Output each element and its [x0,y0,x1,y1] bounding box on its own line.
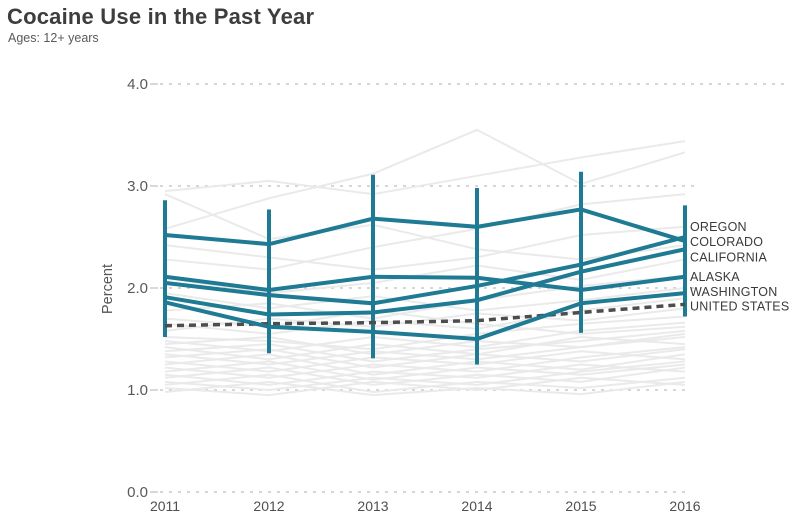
series-line-oregon[interactable] [164,235,686,306]
x-tick-label-2013: 2013 [357,498,388,514]
chart-header: Cocaine Use in the Past Year Ages: 12+ y… [7,4,314,45]
background-state-line [164,193,686,271]
y-tick-label-4.0: 4.0 [127,76,148,93]
y-tick-label-1.0: 1.0 [127,382,148,399]
y-tick-label-3.0: 3.0 [127,178,148,195]
background-state-line [164,335,686,361]
x-tick-label-2012: 2012 [253,498,284,514]
background-state-line [164,287,686,312]
background-state-line [164,380,686,397]
background-state-line [164,321,686,353]
x-tick-label-2011: 2011 [150,498,180,514]
series-line-colorado[interactable] [164,207,686,247]
series-line-alaska[interactable] [164,274,686,293]
background-state-line [164,360,686,392]
background-state-line [164,140,686,196]
background-state-line [164,373,686,394]
legend-label-united-states[interactable]: UNITED STATES [690,299,789,313]
background-state-line [164,360,686,381]
page-subtitle: Ages: 12+ years [8,31,99,45]
y-tick-label-0.0: 0.0 [127,484,148,501]
x-tick-label-2015: 2015 [565,498,596,514]
x-tick-label-2016: 2016 [669,498,700,514]
background-state-line [164,128,686,230]
legend-label-colorado[interactable]: COLORADO [690,235,763,249]
background-state-line [164,376,686,397]
series-line-washington[interactable] [164,291,686,342]
background-state-line [164,274,686,320]
page-title: Cocaine Use in the Past Year [7,4,315,29]
y-axis-label: Percent [100,264,116,314]
legend-label-washington[interactable]: WASHINGTON [690,285,777,299]
y-tick-label-2.0: 2.0 [127,280,148,297]
x-tick-label-2014: 2014 [461,498,492,514]
legend-label-california[interactable]: CALIFORNIA [690,250,767,264]
background-state-line [164,193,686,261]
legend-label-alaska[interactable]: ALASKA [690,270,740,284]
series-line-california[interactable] [164,247,686,317]
legend-label-oregon[interactable]: OREGON [690,220,747,234]
background-state-line [164,225,686,271]
background-state-line [164,258,686,295]
background-state-line [164,297,686,335]
